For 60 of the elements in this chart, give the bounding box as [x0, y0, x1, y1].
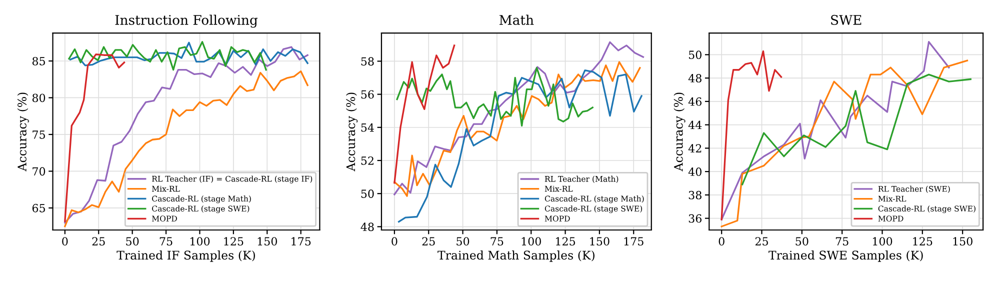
x-tick-label: 50: [456, 237, 470, 246]
y-tick-label: 38: [688, 190, 702, 200]
x-tick-label: 150: [258, 237, 278, 246]
x-tick-label: 175: [292, 237, 311, 246]
y-tick-label: 58: [361, 57, 374, 66]
line-series: [68, 41, 267, 71]
y-tick-label: 56: [361, 90, 374, 99]
x-tick-label: 0: [718, 237, 724, 246]
y-tick-label: 48: [360, 222, 374, 232]
chart-title: Instruction Following: [115, 14, 258, 28]
y-tick-label: 65: [32, 204, 45, 212]
line-series: [398, 69, 642, 223]
x-tick-label: 100: [190, 237, 210, 246]
line-series: [64, 54, 126, 222]
y-tick-label: 50: [361, 190, 374, 198]
x-tick-label: 100: [522, 237, 541, 246]
x-tick-label: 150: [590, 237, 610, 246]
x-tick-label: 125: [224, 237, 244, 246]
y-tick-label: 40: [688, 168, 702, 176]
x-axis-title: Trained SWE Samples (K): [768, 250, 923, 262]
line-series: [720, 50, 782, 220]
y-tick-label: 46: [688, 97, 702, 106]
x-tick-label: 75: [160, 237, 172, 246]
x-tick-label: 50: [796, 237, 808, 246]
y-tick-label: 52: [361, 156, 374, 165]
y-tick-label: 85: [32, 56, 45, 66]
x-tick-label: 0: [392, 237, 398, 246]
y-tick-label: 75: [32, 130, 45, 139]
x-tick-label: 150: [953, 237, 972, 246]
x-tick-label: 25: [755, 237, 768, 246]
y-tick-label: 50: [689, 50, 702, 60]
x-tick-label: 25: [92, 237, 105, 246]
y-tick-label: 80: [32, 94, 46, 102]
chart-title: SWE: [831, 14, 862, 25]
line-series: [394, 44, 456, 184]
y-axis-title: Accuracy (%): [674, 92, 686, 172]
x-tick-label: 50: [126, 237, 139, 246]
y-tick-label: 36: [688, 214, 702, 223]
x-axis-title: Trained Math Samples (K): [438, 250, 594, 262]
x-tick-label: 75: [490, 237, 504, 246]
x-tick-label: 100: [873, 237, 892, 246]
y-axis-title: Accuracy (%): [17, 92, 29, 172]
line-series: [741, 74, 972, 186]
x-axis-title: Trained IF Samples (K): [116, 250, 255, 262]
x-tick-label: 125: [913, 237, 932, 246]
x-tick-label: 125: [556, 237, 576, 246]
y-tick-label: 70: [32, 167, 46, 176]
x-tick-label: 0: [62, 237, 68, 246]
y-tick-label: 42: [688, 144, 702, 152]
y-tick-label: 48: [688, 74, 702, 82]
y-axis-title: Accuracy (%): [346, 92, 358, 172]
chart-title: Math: [499, 14, 534, 25]
line-series: [69, 42, 308, 66]
y-tick-label: 44: [688, 120, 702, 130]
x-tick-label: 175: [624, 237, 644, 246]
line-series: [720, 40, 950, 220]
line-series: [396, 66, 594, 127]
y-tick-label: 54: [361, 123, 374, 132]
x-tick-label: 75: [836, 237, 848, 246]
x-tick-label: 25: [422, 237, 435, 246]
